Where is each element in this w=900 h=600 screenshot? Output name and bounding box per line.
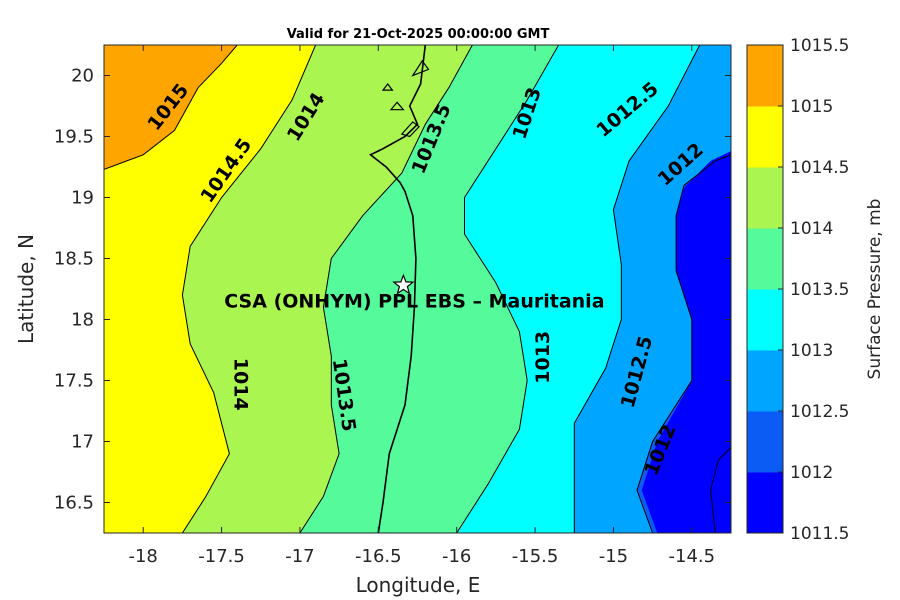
y-tick-label: 18.5 (54, 249, 94, 270)
x-tick-label: -16 (442, 546, 471, 567)
colorbar-tick-label: 1011.5 (790, 524, 849, 544)
x-tick-label: -17.5 (198, 546, 245, 567)
colorbar-segment (747, 45, 783, 107)
chart-title: Valid for 21-Oct-2025 00:00:00 GMT (287, 27, 550, 42)
island-3 (411, 59, 430, 77)
contour-label: 1013 (532, 331, 554, 384)
x-axis-ticks: -18 -17.5 -17 -16.5 -16 -15.5 -15 -14.5 (128, 45, 715, 567)
y-tick-label: 20 (71, 66, 94, 87)
x-tick-label: -14.5 (669, 546, 716, 567)
contour-line-1014.5 (181, 45, 317, 533)
contour-line-1012-corner (710, 447, 731, 533)
colorbar-tick-label: 1014.5 (790, 158, 849, 178)
contour-band-1011.5-1012 (641, 151, 731, 533)
colorbar-tick-label: 1013 (790, 341, 833, 361)
x-tick-label: -18 (128, 546, 157, 567)
colorbar-segment (747, 228, 783, 290)
x-axis-label: Longitude, E (356, 573, 481, 597)
island-1 (389, 101, 405, 111)
contour-band-1014-1014.5 (182, 45, 473, 533)
y-tick-label: 17.5 (54, 371, 94, 392)
colorbar-tick-label: 1014 (790, 219, 833, 239)
coastline-path (368, 45, 427, 533)
contour-band-1013.5-1014 (299, 45, 559, 533)
colorbar-tick-label: 1012.5 (790, 402, 849, 422)
contour-line-1015 (104, 45, 238, 170)
colorbar-segment (747, 472, 783, 534)
coastline (368, 45, 430, 533)
contour-band-1013-1013.5 (456, 45, 700, 533)
y-axis-label: Latitude, N (14, 234, 38, 344)
colorbar-label: Surface Pressure, mb (865, 199, 885, 380)
plot-frame (103, 44, 732, 534)
colorbar-tick-label: 1015.5 (790, 36, 849, 56)
y-tick-label: 19 (71, 188, 94, 209)
y-axis-ticks: 16.5 17 17.5 18 18.5 19 19.5 20 (54, 66, 731, 514)
colorbar-segment (747, 411, 783, 473)
contour-line-1014 (299, 45, 473, 533)
y-tick-label: 18 (71, 310, 94, 331)
colorbar: 1011.5 1012 1012.5 1013 1013.5 1014 1014.5 1015… (746, 36, 849, 544)
island-2 (381, 83, 394, 91)
site-star-icon (392, 273, 415, 295)
site-label: CSA (ONHYM) PPL EBS – Mauritania (224, 290, 604, 312)
contour-band-1012.5-1013 (574, 45, 731, 533)
contour-line-1013.5 (456, 45, 560, 533)
x-tick-label: -17 (285, 546, 314, 567)
y-tick-label: 17 (71, 432, 94, 453)
colorbar-tick-label: 1012 (790, 463, 833, 483)
contour-band-1015-1015.5 (104, 45, 238, 170)
x-tick-label: -15.5 (512, 546, 559, 567)
contour-fills (104, 45, 731, 533)
site-marker-group: CSA (ONHYM) PPL EBS – Mauritania (224, 273, 605, 312)
y-tick-label: 16.5 (54, 493, 94, 514)
contour-line-1013 (573, 45, 701, 533)
colorbar-segment (747, 106, 783, 168)
colorbar-tick-label: 1015 (790, 97, 833, 117)
island-0 (400, 121, 420, 138)
contour-line-1012.5 (636, 154, 731, 533)
contour-lines (104, 45, 731, 533)
contour-band-1014.5-1015 (104, 45, 316, 533)
x-tick-label: -16.5 (355, 546, 402, 567)
y-tick-label: 19.5 (54, 127, 94, 148)
plot-area (104, 45, 731, 533)
x-tick-label: -15 (599, 546, 628, 567)
colorbar-segment (747, 350, 783, 412)
contour-label: 1014 (229, 358, 251, 411)
colorbar-segment (747, 289, 783, 351)
colorbar-tick-label: 1013.5 (790, 280, 849, 300)
colorbar-segment (747, 167, 783, 229)
